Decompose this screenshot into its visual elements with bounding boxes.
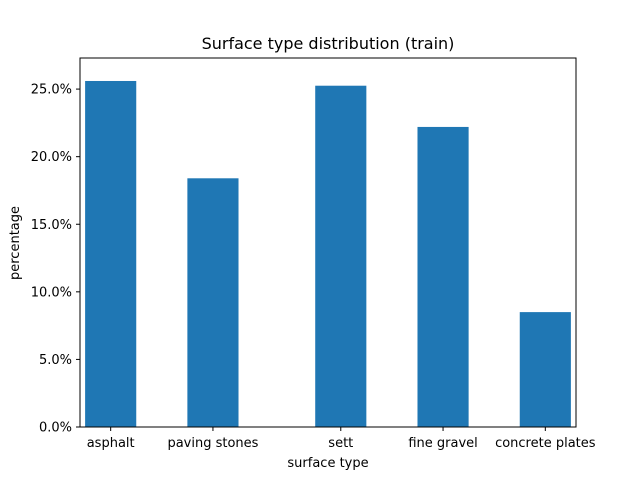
y-tick-label: 0.0% — [39, 421, 72, 436]
bar-asphalt — [85, 80, 137, 427]
y-tick-label: 25.0% — [31, 83, 72, 98]
bars-group — [85, 80, 571, 427]
plot-frame — [79, 57, 577, 428]
y-axis-label: percentage — [8, 206, 23, 280]
y-axis: 0.0% 5.0% 10.0% 15.0% 20.0% 25.0% — [31, 83, 80, 436]
x-tick-label: concrete plates — [495, 436, 596, 451]
y-tick-label: 10.0% — [31, 285, 72, 300]
y-tick-label: 5.0% — [39, 353, 72, 368]
x-axis: asphalt paving stones sett fine gravel concr… — [87, 427, 596, 451]
x-tick-label: fine gravel — [408, 436, 477, 451]
x-axis-label: surface type — [287, 456, 368, 471]
bar-sett — [315, 85, 367, 427]
x-tick-label: asphalt — [87, 436, 135, 451]
bar-concrete-plates — [519, 312, 571, 427]
x-tick-label: sett — [328, 436, 353, 451]
y-tick-label: 20.0% — [31, 150, 72, 165]
bar-fine-gravel — [417, 126, 469, 427]
y-tick-label: 15.0% — [31, 218, 72, 233]
x-tick-label: paving stones — [167, 436, 258, 451]
chart-title: Surface type distribution (train) — [202, 34, 455, 53]
bar-paving-stones — [187, 178, 239, 427]
